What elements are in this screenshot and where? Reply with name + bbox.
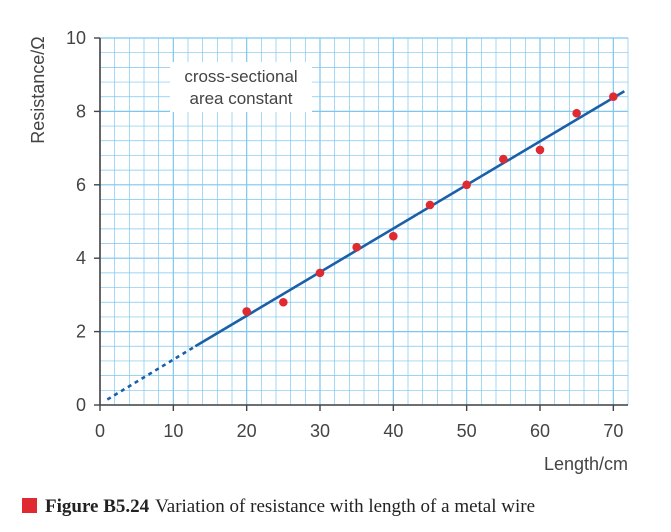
y-tick-label: 2 (76, 322, 86, 342)
x-tick-label: 40 (383, 421, 403, 441)
tick-labels: 0 10 20 30 40 50 60 70 0 2 4 6 8 10 (66, 28, 623, 441)
x-tick-label: 60 (530, 421, 550, 441)
y-tick-label: 4 (76, 248, 86, 268)
annotation-line: cross-sectional (184, 67, 297, 86)
data-point (425, 200, 435, 210)
best-fit-line-extrapolated (106, 345, 197, 401)
y-tick-label: 0 (76, 395, 86, 415)
caption-text: Variation of resistance with length of a… (155, 496, 536, 517)
data-point (352, 242, 361, 252)
data-point (499, 154, 508, 164)
caption-square-icon (22, 498, 37, 513)
annotation: cross-sectional area constant (170, 62, 312, 112)
x-tick-label: 70 (603, 421, 623, 441)
figure-number: Figure B5.24 (45, 496, 150, 517)
x-tick-label: 30 (310, 421, 330, 441)
y-tick-label: 10 (66, 28, 86, 48)
best-fit-line-solid (194, 90, 625, 348)
data-point (572, 108, 581, 118)
data-point (279, 297, 288, 307)
data-point (609, 92, 618, 102)
annotation-box (170, 62, 312, 112)
x-tick-label: 10 (163, 421, 183, 441)
y-tick-label: 6 (76, 175, 86, 195)
x-axis-label: Length/cm (544, 454, 628, 474)
data-point (242, 307, 251, 316)
resistance-length-chart: 0 10 20 30 40 50 60 70 0 2 4 6 8 10 cross-sectional ar… (28, 28, 629, 474)
data-point (315, 268, 325, 278)
data-points (242, 92, 618, 316)
annotation-line: area constant (189, 89, 292, 108)
data-point (535, 145, 545, 155)
x-tick-label: 20 (237, 421, 257, 441)
figure-caption: Figure B5.24 Variation of resistance with… (22, 496, 662, 524)
data-point (462, 180, 471, 190)
data-point (389, 231, 398, 241)
y-axis-label: Resistance/Ω (28, 36, 48, 144)
x-tick-label: 0 (95, 421, 105, 441)
x-tick-label: 50 (457, 421, 477, 441)
best-fit-line (106, 90, 625, 401)
y-tick-label: 8 (76, 101, 86, 121)
